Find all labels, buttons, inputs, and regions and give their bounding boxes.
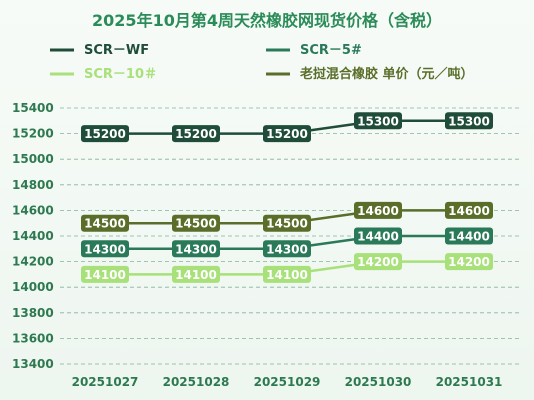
data-labels: 15200 15200 15200 15300 15300 14300 14300 14300…: [81, 112, 493, 283]
data-label: 15200: [266, 127, 308, 141]
data-point-box: [172, 240, 220, 258]
data-point-box: [263, 240, 311, 258]
x-tick-label: 20251031: [436, 375, 503, 389]
data-label: 14200: [448, 255, 490, 269]
data-label: 14400: [357, 230, 399, 244]
data-point-box: [172, 265, 220, 283]
x-tick-label: 20251030: [345, 375, 412, 389]
data-point-box: [354, 253, 402, 271]
legend-entry: 老挝混合橡胶 单价（元／吨）: [299, 66, 474, 82]
data-label: 14300: [84, 242, 126, 256]
data-label: 15300: [357, 114, 399, 128]
x-axis: 20251027 20251028 20251029 20251030 20251031: [72, 375, 503, 389]
data-label: 15200: [84, 127, 126, 141]
data-point-box: [81, 214, 129, 232]
legend-entry: SCR－WF: [84, 43, 149, 58]
data-label: 14500: [266, 217, 308, 231]
data-point-box: [354, 227, 402, 245]
data-label: 15200: [175, 127, 217, 141]
y-tick-label: 14400: [12, 229, 54, 243]
x-tick-label: 20251029: [254, 375, 321, 389]
data-point-box: [354, 201, 402, 219]
y-tick-label: 14200: [12, 255, 54, 269]
data-point-box: [81, 125, 129, 143]
data-point-box: [445, 253, 493, 271]
legend: SCR－WF SCR－5# SCR－10＃ 老挝混合橡胶 单价（元／吨）: [50, 43, 474, 82]
data-label: 14300: [175, 242, 217, 256]
y-tick-label: 14600: [12, 203, 54, 217]
data-point-box: [354, 112, 402, 130]
data-label: 14600: [357, 204, 399, 218]
y-tick-label: 15400: [12, 101, 54, 115]
x-tick-label: 20251028: [163, 375, 230, 389]
data-point-box: [445, 227, 493, 245]
data-label: 14200: [357, 255, 399, 269]
data-point-box: [445, 112, 493, 130]
y-tick-label: 13600: [12, 331, 54, 345]
data-label: 15300: [448, 114, 490, 128]
y-tick-label: 13400: [12, 357, 54, 371]
data-label: 14600: [448, 204, 490, 218]
data-point-box: [263, 265, 311, 283]
y-tick-label: 13800: [12, 306, 54, 320]
data-point-box: [263, 125, 311, 143]
data-label: 14500: [84, 217, 126, 231]
data-point-box: [445, 201, 493, 219]
y-tick-label: 14000: [12, 280, 54, 294]
y-axis: 13400 13600 13800 14000 14200 14400 14600 14800…: [12, 101, 54, 371]
data-label: 14300: [266, 242, 308, 256]
legend-entry: SCR－5#: [300, 43, 362, 58]
data-point-box: [172, 125, 220, 143]
data-label: 14100: [175, 268, 217, 282]
data-point-box: [81, 265, 129, 283]
data-label: 14100: [266, 268, 308, 282]
y-tick-label: 14800: [12, 178, 54, 192]
y-tick-label: 15000: [12, 152, 54, 166]
x-tick-label: 20251027: [72, 375, 139, 389]
data-label: 14400: [448, 230, 490, 244]
data-point-box: [263, 214, 311, 232]
chart-title: 2025年10月第4周天然橡胶网现货价格（含税）: [92, 11, 442, 30]
data-label: 14500: [175, 217, 217, 231]
data-point-box: [81, 240, 129, 258]
data-label: 14100: [84, 268, 126, 282]
legend-entry: SCR－10＃: [84, 67, 157, 82]
data-point-box: [172, 214, 220, 232]
y-tick-label: 15200: [12, 127, 54, 141]
